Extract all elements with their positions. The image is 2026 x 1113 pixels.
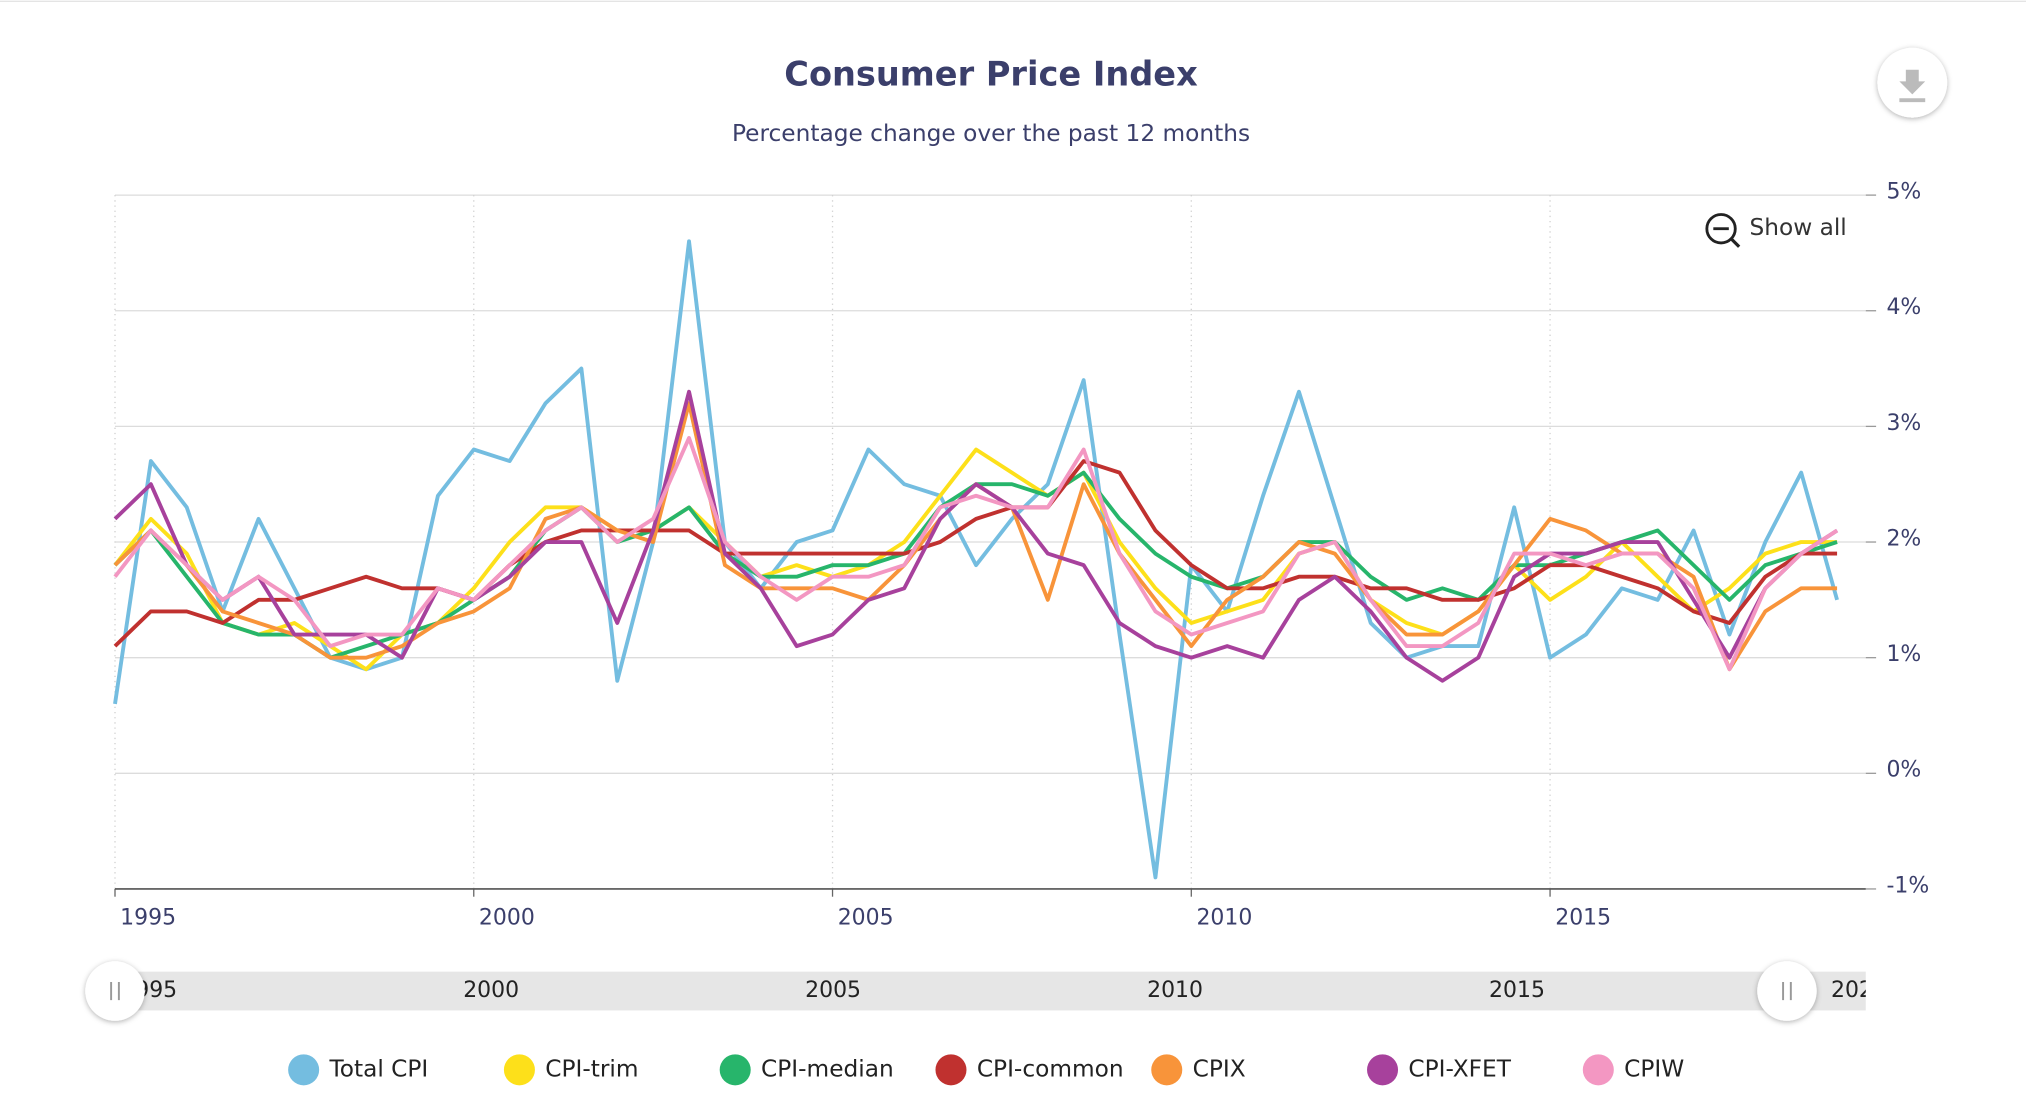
handle-circle[interactable]	[85, 961, 145, 1021]
download-button[interactable]	[1877, 47, 1948, 118]
legend-swatch[interactable]	[719, 1054, 751, 1086]
navigator-label: 2020	[1831, 978, 1887, 1003]
legend-item[interactable]: CPIX	[1151, 1054, 1246, 1086]
chart-subtitle: Percentage change over the past 12 month…	[732, 120, 1250, 147]
y-tick-label: 0%	[1886, 758, 1921, 783]
y-tick-label: -1%	[1886, 873, 1929, 898]
legend-label[interactable]: CPIX	[1193, 1055, 1246, 1082]
legend-item[interactable]: CPI-XFET	[1367, 1054, 1512, 1086]
handle-circle[interactable]	[1757, 961, 1817, 1021]
legend-swatch[interactable]	[1367, 1054, 1399, 1086]
reset-zoom-label[interactable]: Show all	[1749, 214, 1846, 241]
x-tick-label: 2005	[838, 906, 894, 931]
plot-area: -1% 0% 1% 2% 3% 4% 5% 1995 2000 2005 2010 2015	[113, 180, 1929, 931]
x-tick-label: 2010	[1196, 906, 1252, 931]
navigator-handle-left[interactable]	[85, 961, 145, 1021]
x-tick-label: 2000	[479, 906, 535, 931]
legend-label[interactable]: CPI-XFET	[1408, 1055, 1511, 1082]
legend-label[interactable]: CPI-median	[761, 1055, 894, 1082]
legend-label[interactable]: Total CPI	[328, 1055, 428, 1082]
legend-swatch[interactable]	[935, 1054, 967, 1086]
handle-grip[interactable]	[110, 981, 120, 1001]
legend-swatch[interactable]	[288, 1054, 320, 1086]
x-tick-label: 2015	[1555, 906, 1611, 931]
legend-label[interactable]: CPIW	[1624, 1055, 1684, 1082]
series-line	[113, 239, 1839, 880]
download-icon[interactable]	[1899, 69, 1926, 103]
navigator: 1995 2000 2005 2010 2015 2020	[85, 961, 1887, 1021]
series-line	[113, 436, 1839, 672]
y-tick-label: 1%	[1886, 642, 1921, 667]
handle-grip[interactable]	[1782, 981, 1792, 1001]
legend-swatch[interactable]	[503, 1054, 535, 1086]
legend-item[interactable]: CPI-median	[719, 1054, 894, 1086]
x-tick-label: 1995	[120, 906, 176, 931]
series-line	[113, 401, 1838, 672]
legend-swatch[interactable]	[1151, 1054, 1183, 1086]
chart-title: Consumer Price Index	[784, 55, 1198, 94]
legend-swatch[interactable]	[1582, 1054, 1614, 1086]
y-tick-label: 2%	[1886, 526, 1921, 551]
zoom-icon-handle[interactable]	[1730, 237, 1741, 248]
y-tick-label: 5%	[1886, 180, 1921, 205]
legend-item[interactable]: Total CPI	[288, 1054, 428, 1086]
navigator-track	[115, 971, 1866, 1011]
navigator-label: 2010	[1147, 978, 1203, 1003]
y-tick-label: 4%	[1886, 295, 1921, 320]
series-line	[113, 459, 1838, 648]
navigator-label: 2000	[463, 978, 519, 1003]
navigator-handle-right[interactable]	[1757, 961, 1817, 1021]
legend-label[interactable]: CPI-trim	[545, 1055, 638, 1082]
navigator-label: 2015	[1489, 978, 1545, 1003]
legend-item[interactable]: CPIW	[1582, 1054, 1684, 1086]
legend-item[interactable]: CPI-trim	[503, 1054, 639, 1086]
reset-zoom[interactable]: Show all	[1705, 213, 1847, 248]
zoom-icon[interactable]	[1705, 213, 1737, 245]
navigator-label: 2005	[805, 978, 861, 1003]
y-tick-label: 3%	[1886, 411, 1921, 436]
legend-label[interactable]: CPI-common	[977, 1055, 1124, 1082]
legend: Total CPI CPI-trim CPI-median CPI-common CPI…	[288, 1054, 1684, 1086]
legend-item[interactable]: CPI-common	[935, 1054, 1124, 1086]
